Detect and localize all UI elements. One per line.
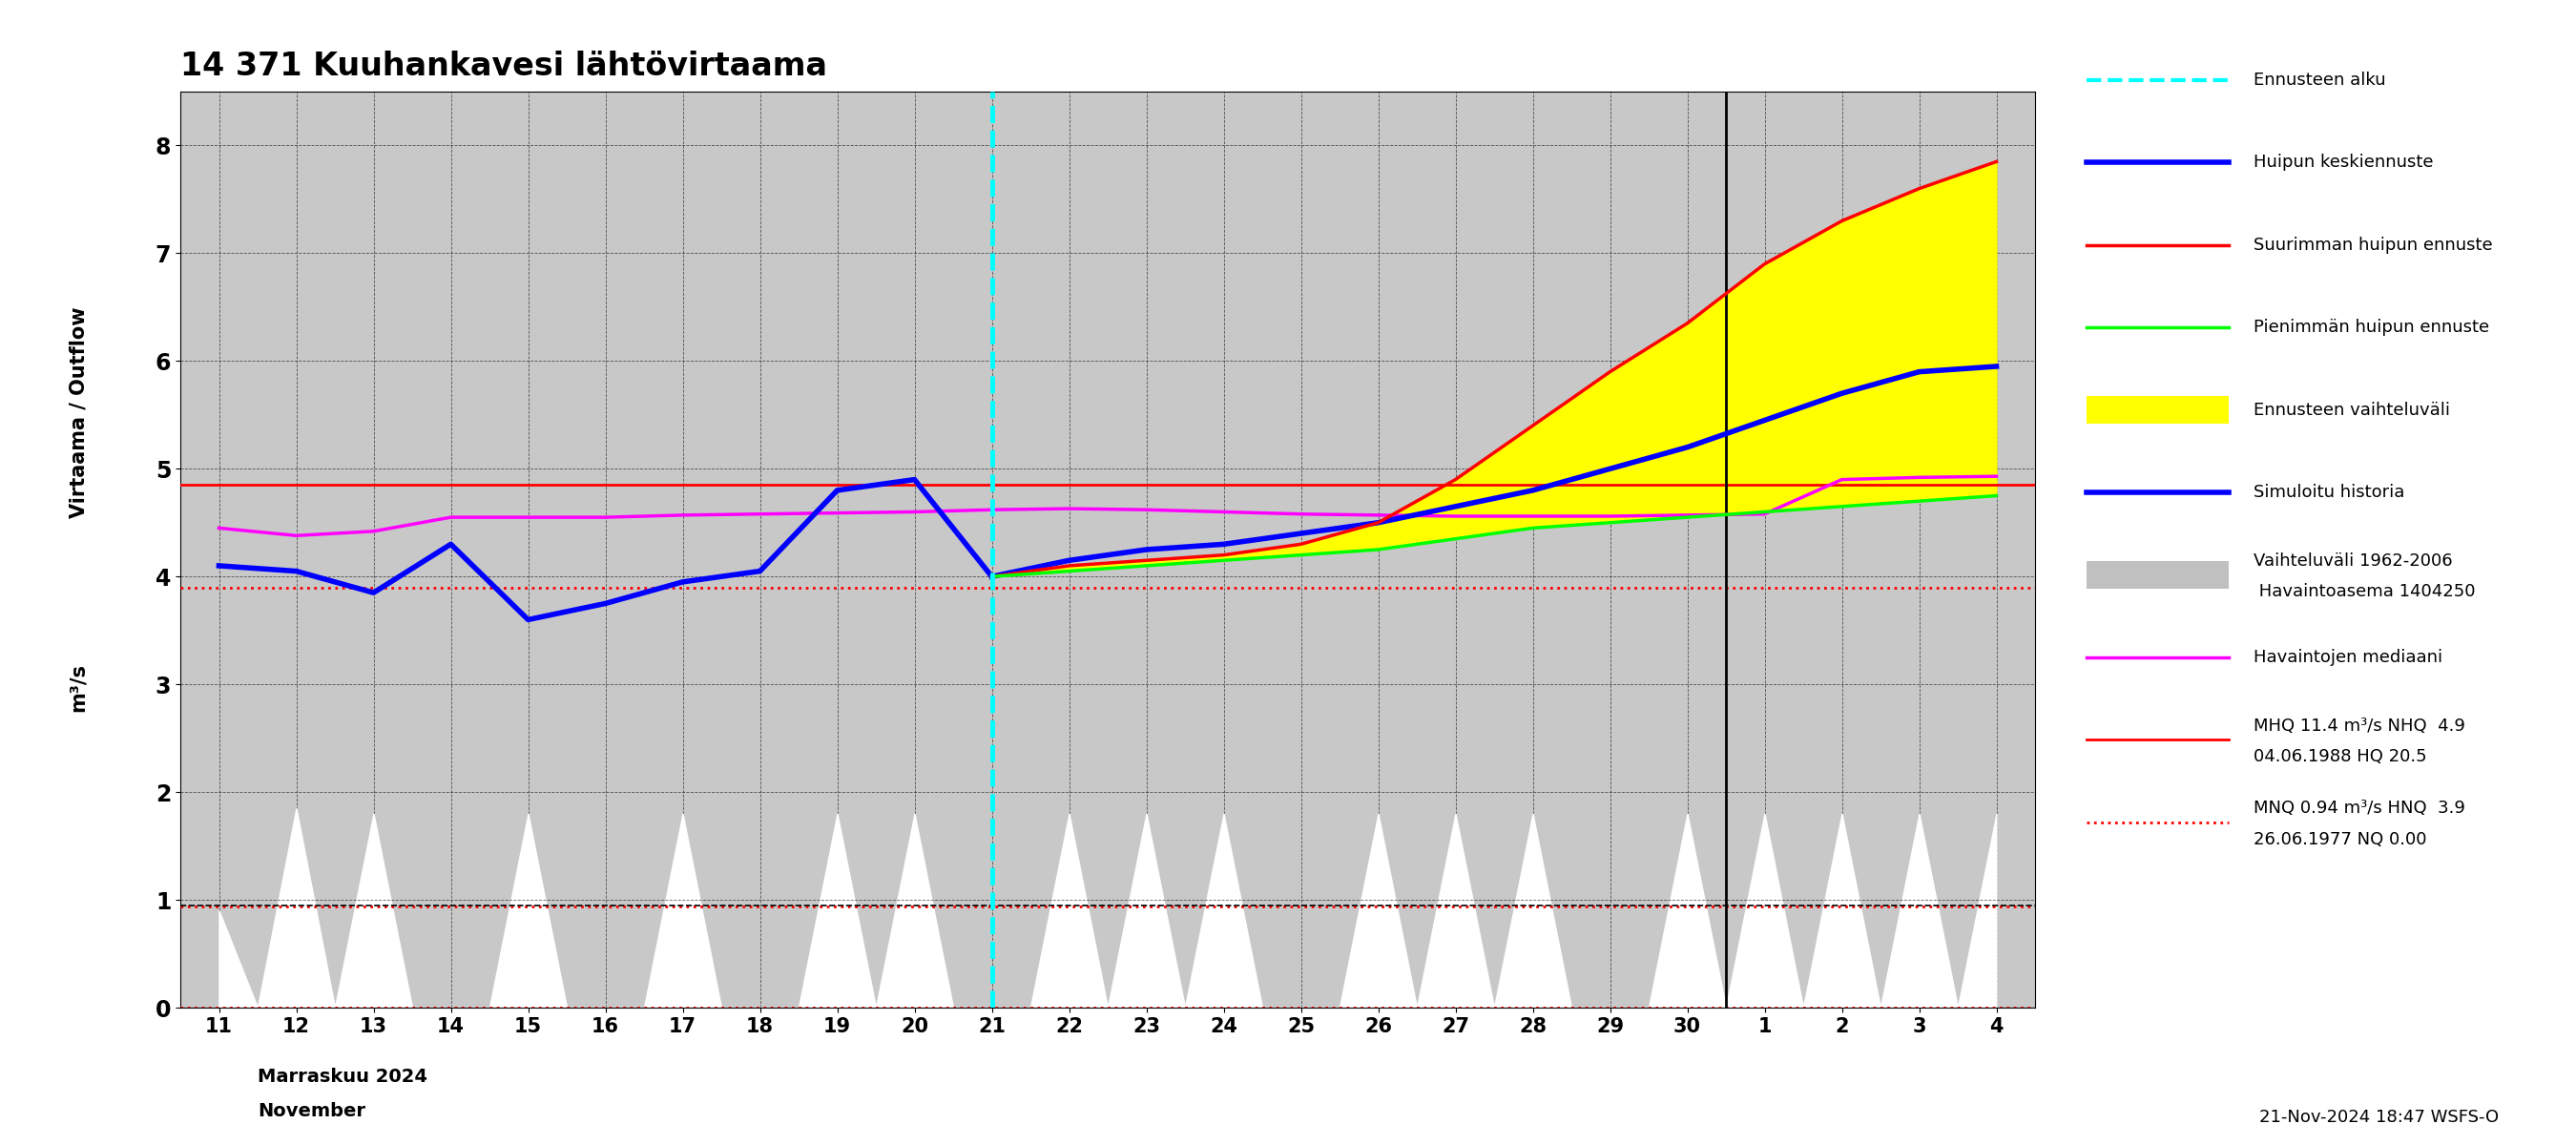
Text: MHQ 11.4 m³/s NHQ  4.9: MHQ 11.4 m³/s NHQ 4.9 [2254, 717, 2465, 735]
Text: Havaintoasema 1404250: Havaintoasema 1404250 [2254, 583, 2476, 600]
Text: 04.06.1988 HQ 20.5: 04.06.1988 HQ 20.5 [2254, 749, 2427, 765]
Text: m³/s: m³/s [70, 663, 88, 711]
Text: Ennusteen alku: Ennusteen alku [2254, 71, 2385, 88]
Text: Vaihteluväli 1962-2006: Vaihteluväli 1962-2006 [2254, 552, 2452, 569]
Text: Marraskuu 2024: Marraskuu 2024 [258, 1067, 428, 1085]
Text: 21-Nov-2024 18:47 WSFS-O: 21-Nov-2024 18:47 WSFS-O [2259, 1108, 2499, 1126]
Text: Pienimmän huipun ennuste: Pienimmän huipun ennuste [2254, 318, 2491, 335]
Text: Virtaama / Outflow: Virtaama / Outflow [70, 307, 88, 518]
Text: November: November [258, 1101, 366, 1120]
Text: 14 371 Kuuhankavesi lähtövirtaama: 14 371 Kuuhankavesi lähtövirtaama [180, 50, 827, 82]
Text: Huipun keskiennuste: Huipun keskiennuste [2254, 153, 2434, 171]
Text: Simuloitu historia: Simuloitu historia [2254, 483, 2406, 500]
Text: 26.06.1977 NQ 0.00: 26.06.1977 NQ 0.00 [2254, 830, 2427, 847]
Text: Suurimman huipun ennuste: Suurimman huipun ennuste [2254, 236, 2494, 253]
Text: Havaintojen mediaani: Havaintojen mediaani [2254, 648, 2442, 665]
Text: Ennusteen vaihteluväli: Ennusteen vaihteluväli [2254, 401, 2450, 418]
Text: MNQ 0.94 m³/s HNQ  3.9: MNQ 0.94 m³/s HNQ 3.9 [2254, 799, 2465, 816]
